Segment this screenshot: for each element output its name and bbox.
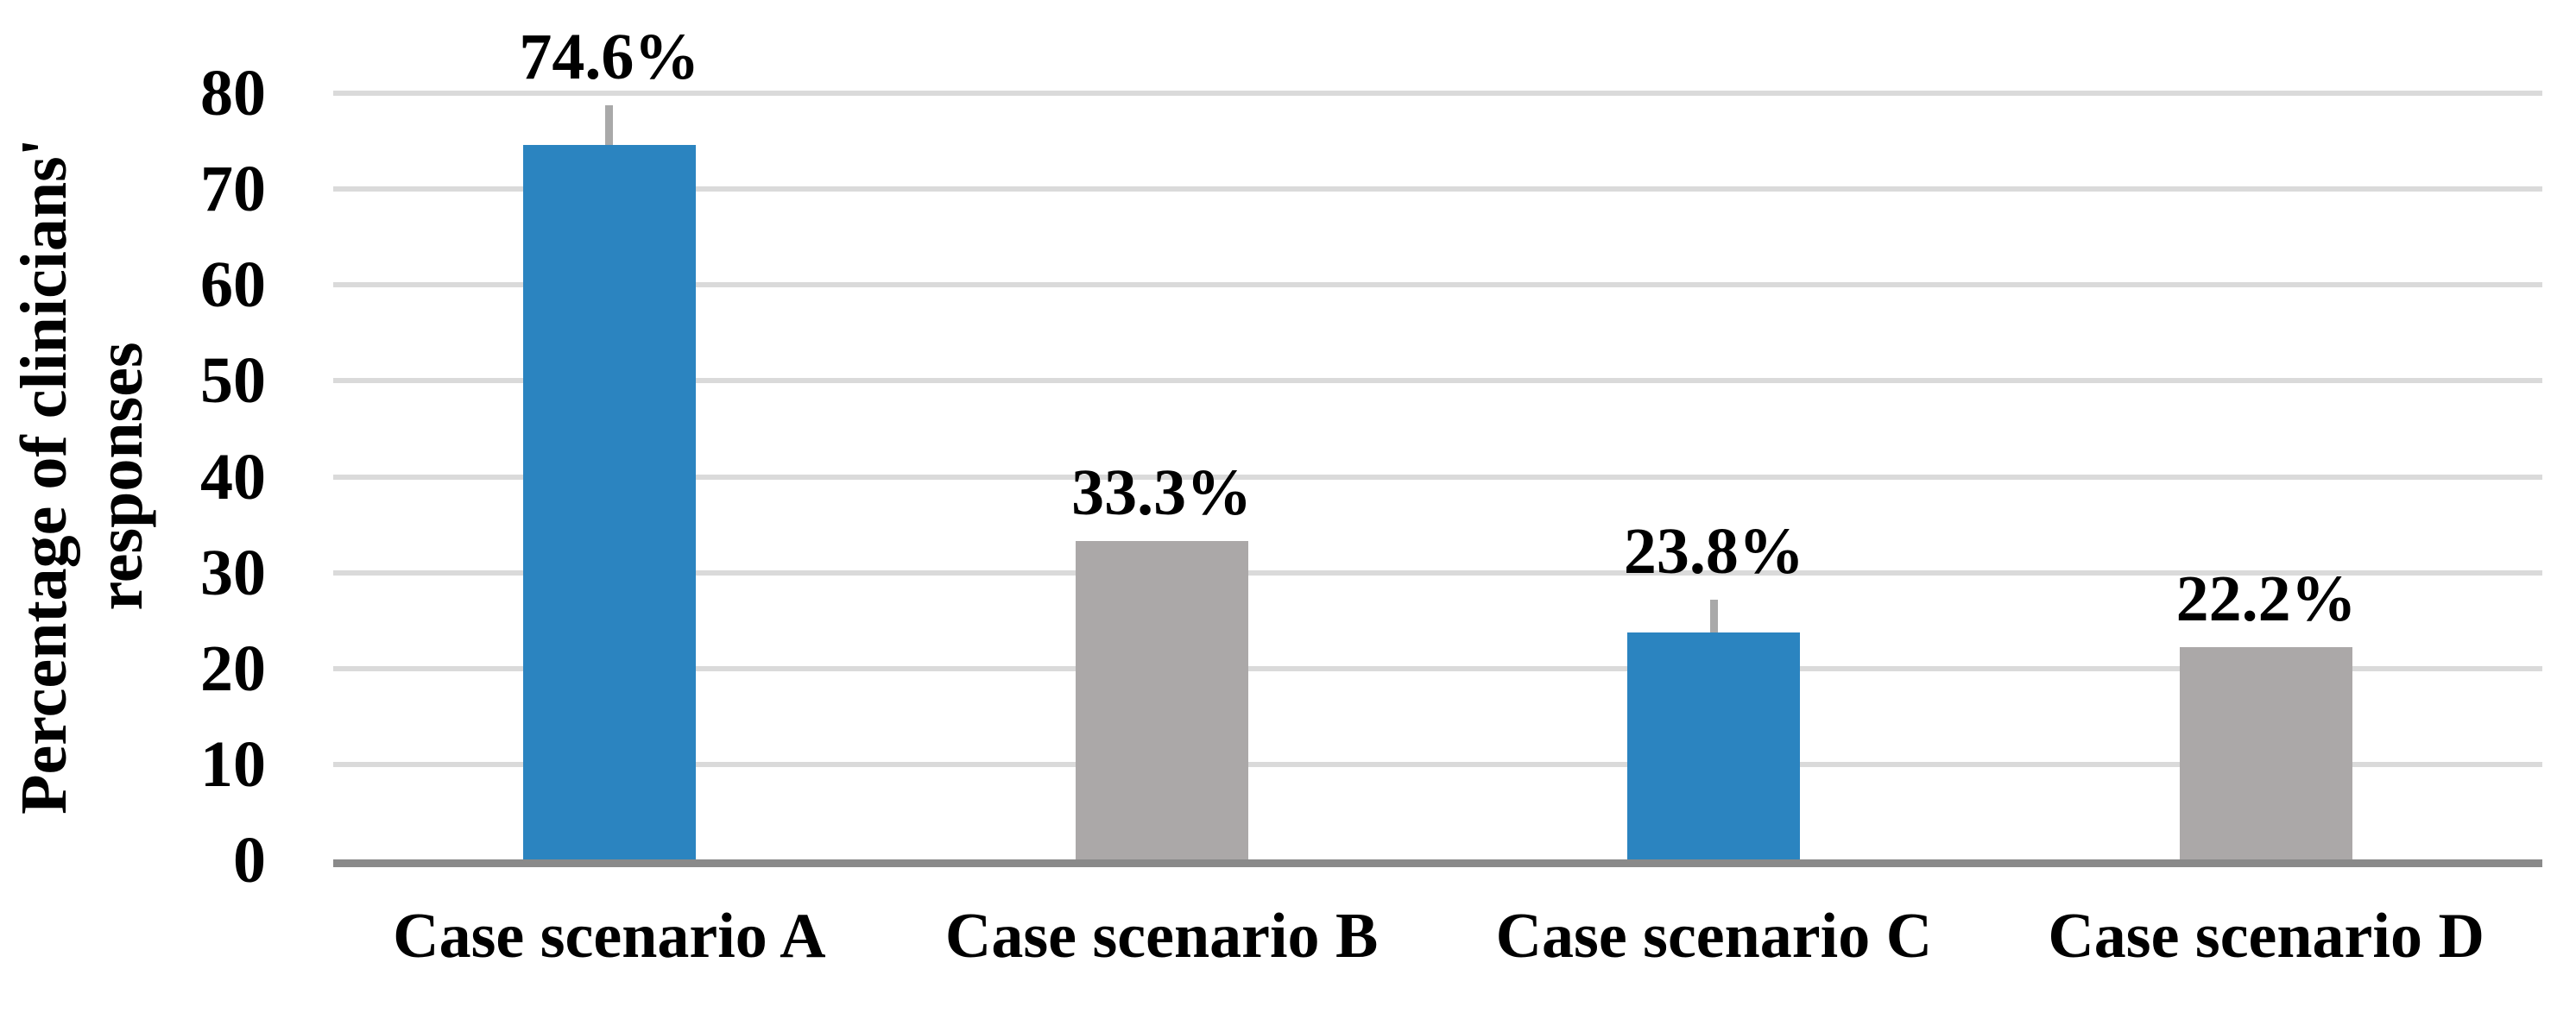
y-tick-label: 10 [200,727,266,801]
bar [1627,632,1801,859]
x-tick-label: Case scenario D [2048,901,2484,972]
y-tick-label: 60 [200,249,266,322]
y-tick-label: 70 [200,153,266,226]
gridline [333,282,2542,288]
y-tick-label: 20 [200,632,266,705]
y-tick-label: 40 [200,440,266,513]
y-tick-label: 80 [200,57,266,129]
gridline [333,761,2542,767]
gridline [333,378,2542,384]
x-tick-label: Case scenario B [944,901,1379,972]
y-tick-label: 0 [233,824,266,897]
x-tick-label: Case scenario A [393,901,826,972]
gridline [333,186,2542,192]
gridline [333,665,2542,671]
error-bar [605,105,614,145]
gridline [333,474,2542,480]
bar-data-label: 33.3% [1071,456,1253,529]
x-axis-line [333,859,2542,867]
gridline [333,569,2542,576]
bar-data-label: 22.2% [2175,563,2357,636]
bar [2180,647,2353,859]
bar-data-label: 23.8% [1623,514,1804,588]
y-tick-label: 30 [200,536,266,609]
bar-data-label: 74.6% [519,21,700,94]
bar [1075,540,1248,859]
y-tick-label: 50 [200,344,266,418]
bar [522,145,696,859]
error-bar [1709,599,1718,632]
gridline [333,91,2542,96]
x-tick-label: Case scenario C [1495,901,1933,972]
